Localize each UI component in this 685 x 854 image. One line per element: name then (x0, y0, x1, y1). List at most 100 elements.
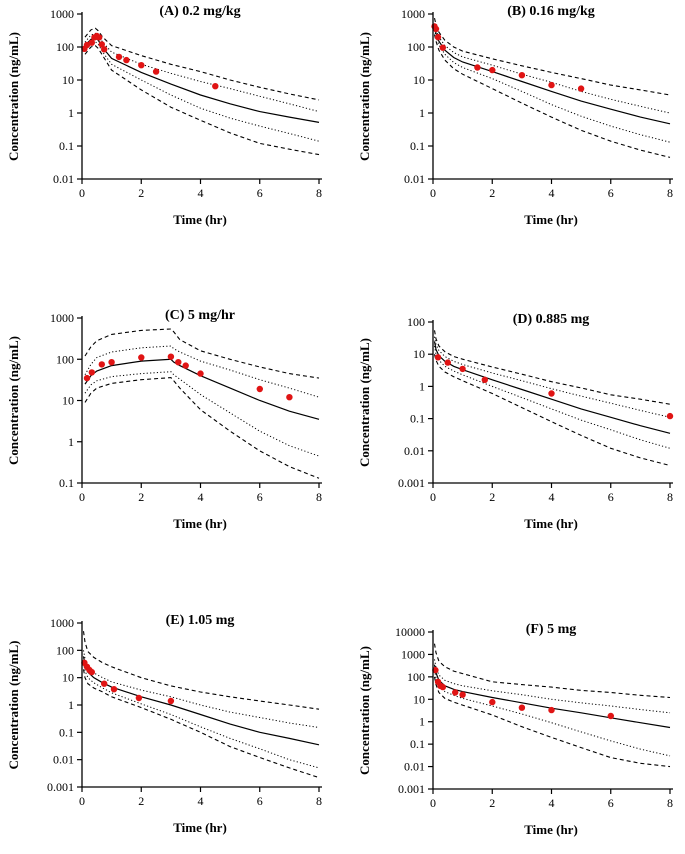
observed-point (548, 706, 555, 714)
panel-d: 0.001 0.01 0.1 1 10 100 0 2 4 6 8 (D) 0.885 mg Time … (357, 312, 674, 531)
panel-f: 0.001 0.01 0.1 1 10 100 1000 10000 0 2 4 6 8 (F) 5 mg… (357, 622, 673, 837)
observed-point (101, 46, 108, 53)
observed-point (115, 53, 123, 61)
x-tick-label: 0 (430, 796, 436, 810)
x-tick-label: 8 (316, 186, 322, 200)
observed-point (489, 66, 496, 74)
series-line-outer-lower (84, 44, 320, 156)
x-tick-label: 8 (667, 490, 673, 504)
y-tick-label: 100 (407, 315, 425, 329)
series-line-outer-lower (82, 669, 320, 779)
y-tick-label: 0.01 (404, 760, 425, 774)
observed-point (88, 369, 96, 376)
x-tick-label: 2 (138, 186, 144, 200)
panel-title: (C) 5 mg/hr (165, 308, 235, 323)
x-tick-label: 4 (198, 794, 204, 808)
panel-a: 0.01 0.1 1 10 100 1000 0 2 4 6 8 (A) 0.2 mg/kg Time … (6, 4, 322, 227)
observed-point (152, 68, 160, 75)
y-tick-label: 1000 (401, 647, 425, 661)
panel-title: (F) 5 mg (526, 622, 577, 637)
series-line-inner-lower (84, 371, 320, 457)
observed-point (256, 385, 263, 393)
x-tick-label: 2 (489, 796, 495, 810)
y-tick-label: 0.001 (47, 780, 74, 794)
observed-point (444, 359, 451, 366)
observed-point (434, 33, 442, 41)
observed-point (138, 354, 145, 361)
x-axis-title: Time (hr) (173, 212, 227, 227)
observed-point (459, 365, 466, 373)
series-line-outer-upper (84, 27, 320, 101)
y-tick-label: 0.001 (398, 782, 425, 796)
x-axis-title: Time (hr) (173, 516, 227, 531)
observed-point (518, 704, 526, 711)
y-tick-label: 0.1 (410, 412, 425, 426)
x-tick-label: 0 (79, 186, 85, 200)
y-tick-label: 1 (68, 106, 74, 120)
observed-point (98, 361, 106, 368)
y-axis-title: Concentration (ng/mL) (6, 641, 21, 770)
observed-point (548, 390, 555, 397)
y-axis-title: Concentration (ng/mL) (357, 646, 372, 775)
y-tick-label: 100 (56, 352, 74, 366)
y-tick-label: 1 (68, 698, 74, 712)
y-axis-title: Concentration (ng/mL) (357, 338, 372, 467)
observed-point (182, 362, 189, 369)
x-axis-title: Time (hr) (524, 516, 578, 531)
observed-point (518, 72, 526, 79)
observed-point (212, 83, 219, 90)
series-line-inner-upper (84, 32, 320, 113)
x-tick-label: 4 (198, 186, 204, 200)
observed-point (108, 359, 115, 366)
x-tick-label: 4 (549, 186, 555, 200)
series-line-outer-upper (433, 17, 671, 96)
y-axis-title: Concentration (ng/mL) (6, 336, 21, 465)
y-tick-label: 10 (413, 692, 425, 706)
observed-point (489, 698, 496, 706)
x-tick-label: 0 (79, 794, 85, 808)
y-tick-label: 10 (413, 73, 425, 87)
y-tick-label: 100 (56, 40, 74, 54)
x-tick-label: 6 (608, 796, 614, 810)
x-tick-label: 4 (549, 796, 555, 810)
panel-c: 0.1 1 10 100 1000 0 2 4 6 8 (C) 5 mg/hr Time (hr) Co… (6, 308, 322, 531)
panel-b: 0.01 0.1 1 10 100 1000 0 2 4 6 8 (B) 0.16 mg/kg Time… (357, 4, 673, 227)
observed-point (439, 44, 446, 51)
series-line-outer-upper (82, 631, 320, 710)
y-tick-label: 0.01 (404, 444, 425, 458)
y-tick-label: 0.01 (53, 753, 74, 767)
y-axis-title: Concentration (ng/mL) (357, 32, 372, 161)
series-line-inner-upper (434, 336, 671, 418)
observed-point (110, 686, 118, 693)
x-tick-label: 8 (316, 794, 322, 808)
observed-point (577, 85, 585, 92)
y-tick-label: 0.001 (398, 476, 425, 490)
observed-point (452, 689, 459, 696)
y-tick-label: 0.1 (59, 139, 74, 153)
observed-point (167, 353, 175, 360)
series-line-median (433, 664, 671, 729)
y-tick-label: 1000 (50, 7, 74, 21)
y-tick-label: 1 (419, 106, 425, 120)
x-tick-label: 4 (549, 490, 555, 504)
panel-title: (B) 0.16 mg/kg (507, 4, 595, 19)
y-tick-label: 0.01 (404, 172, 425, 186)
observed-point (96, 34, 103, 41)
observed-point (88, 668, 96, 676)
x-tick-label: 0 (430, 490, 436, 504)
y-tick-label: 100 (407, 670, 425, 684)
x-tick-label: 8 (667, 796, 673, 810)
observed-point (481, 376, 488, 383)
series-line-inner-upper (434, 659, 671, 714)
y-tick-label: 1 (419, 715, 425, 729)
x-tick-label: 8 (316, 490, 322, 504)
observed-point (197, 370, 204, 377)
x-tick-label: 2 (489, 490, 495, 504)
observed-point (83, 41, 91, 49)
x-axis-title: Time (hr) (524, 822, 578, 837)
y-tick-label: 0.1 (59, 725, 74, 739)
x-tick-label: 2 (138, 490, 144, 504)
x-tick-label: 4 (198, 490, 204, 504)
panel-e: 0.001 0.01 0.1 1 10 100 1000 0 2 4 6 8 (E) 1.05 mg Ti… (6, 613, 322, 835)
observed-point (175, 359, 182, 366)
